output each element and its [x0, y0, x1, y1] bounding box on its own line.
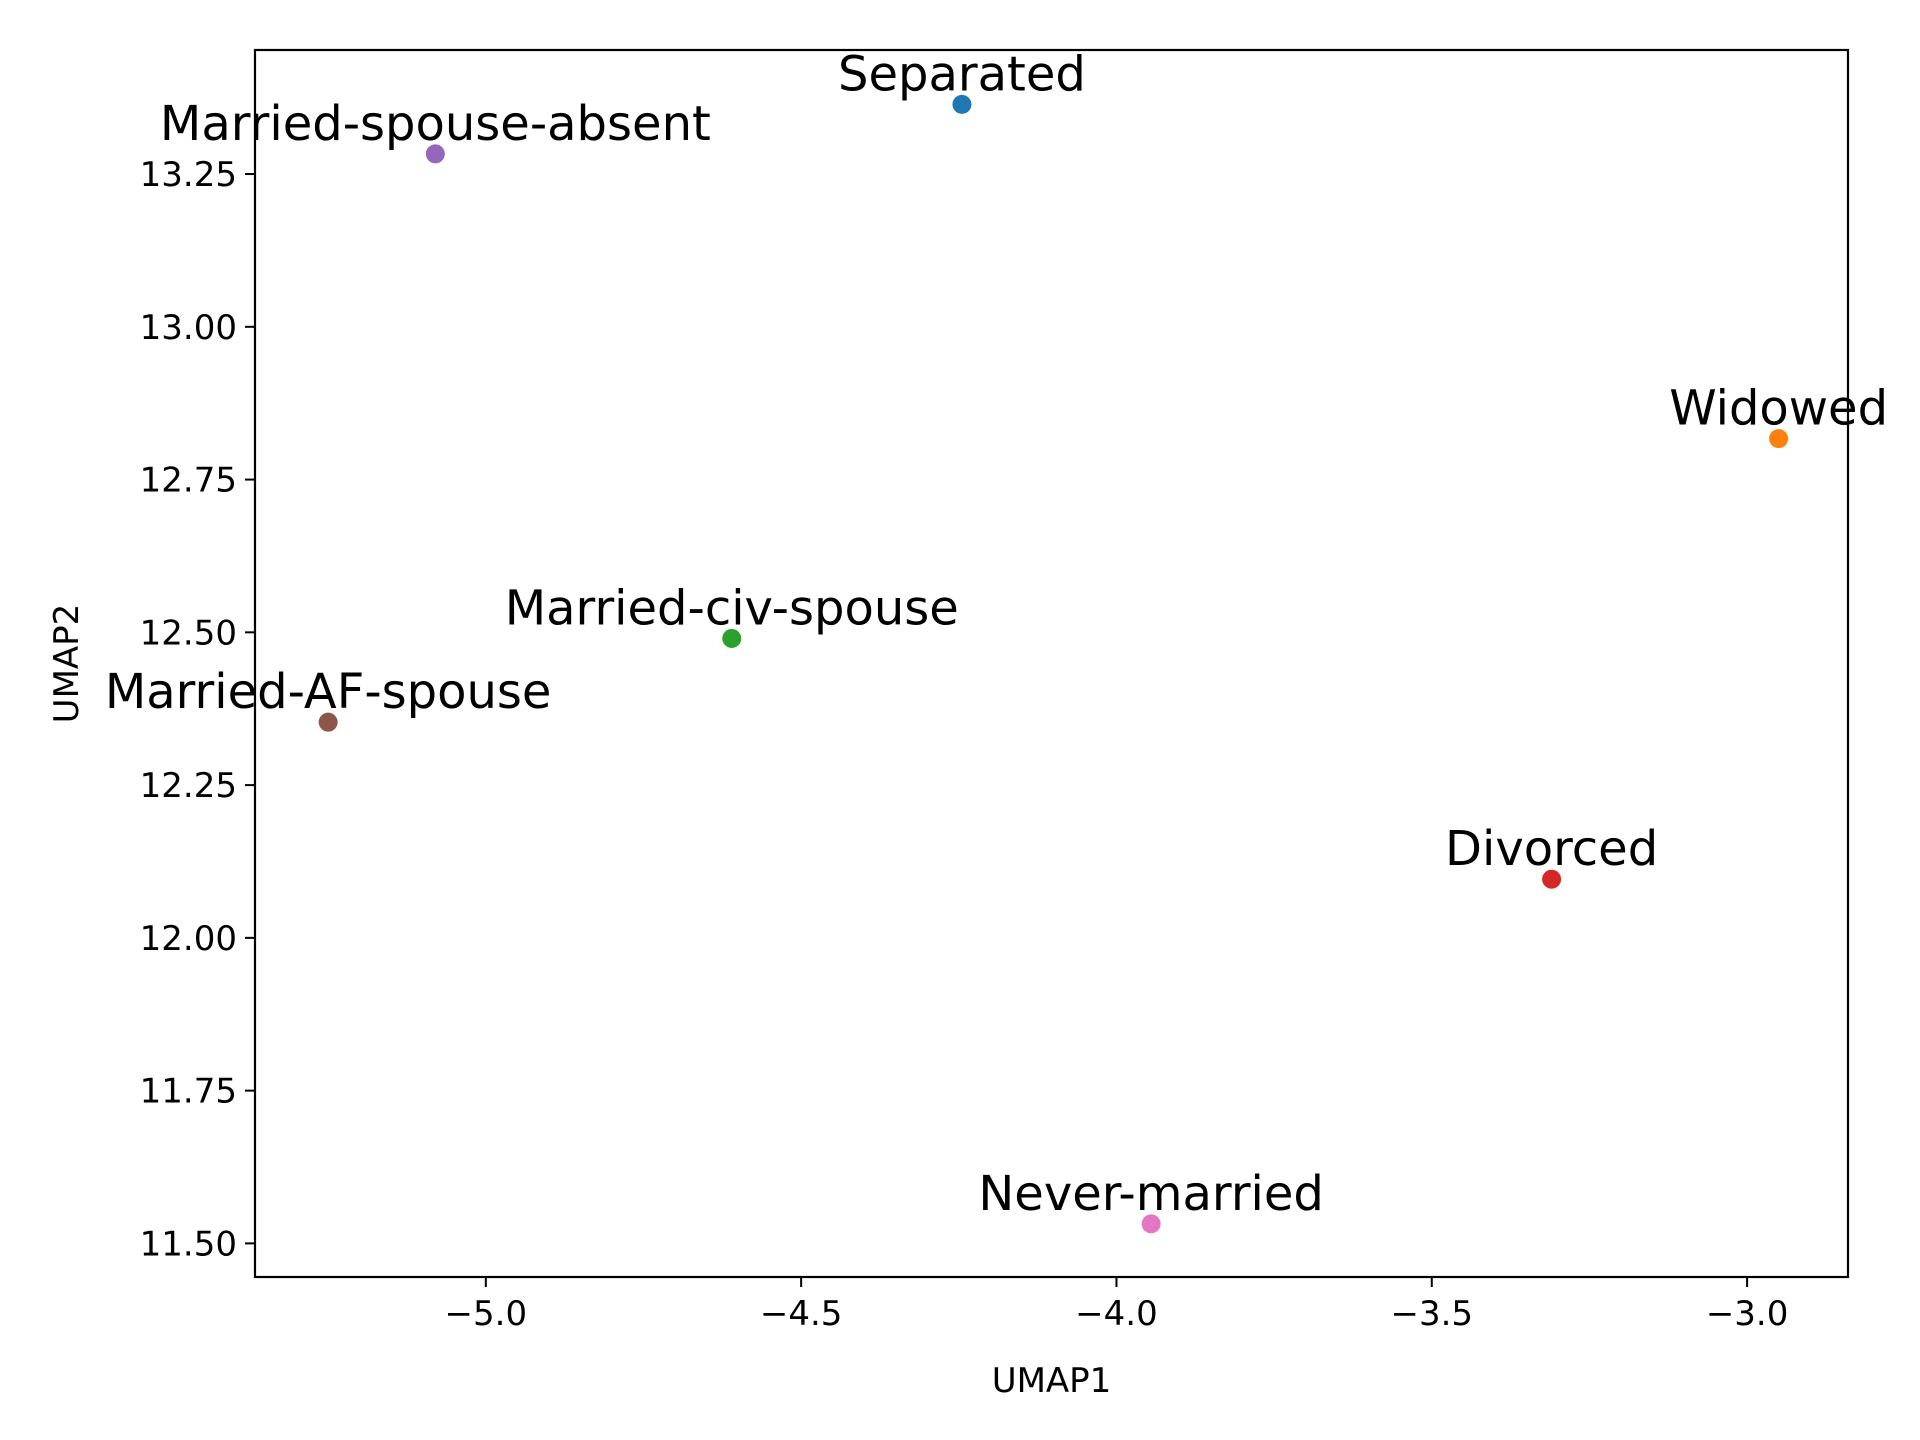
data-point-labels: Separated Widowed Married-civ-spouse Divorc… — [105, 46, 1888, 1221]
scatter-point-label: Married-AF-spouse — [105, 664, 552, 720]
scatter-point-label: Widowed — [1669, 381, 1888, 437]
y-tick-label: 12.00 — [140, 919, 237, 959]
x-tick-label: −5.0 — [445, 1294, 528, 1334]
x-tick-label: −3.5 — [1390, 1294, 1473, 1334]
x-tick-label: −4.5 — [760, 1294, 843, 1334]
scatter-point-label: Married-spouse-absent — [160, 96, 711, 152]
x-tick-label: −3.0 — [1706, 1294, 1789, 1334]
scatter-point — [425, 144, 445, 164]
scatter-point-label: Divorced — [1445, 821, 1658, 877]
y-tick-label: 13.00 — [140, 308, 237, 348]
scatter-point — [952, 94, 972, 114]
x-axis-label: UMAP1 — [992, 1361, 1112, 1401]
y-tick-label: 11.50 — [140, 1224, 237, 1264]
y-tick-label: 12.50 — [140, 613, 237, 653]
scatter-point — [1769, 429, 1789, 449]
plot-area-frame — [253, 48, 1850, 1279]
scatter-point — [1542, 869, 1562, 889]
scatter-point — [1141, 1214, 1161, 1234]
x-axis-ticks: −5.0 −4.5 −4.0 −3.5 −3.0 — [445, 1277, 1789, 1334]
scatter-point-label: Married-civ-spouse — [505, 580, 959, 636]
y-axis-label: UMAP2 — [47, 604, 87, 724]
y-tick-label: 11.75 — [140, 1072, 237, 1112]
scatter-point-label: Separated — [838, 46, 1086, 102]
data-points — [318, 94, 1789, 1234]
y-tick-label: 12.25 — [140, 766, 237, 806]
y-axis-ticks: 11.50 11.75 12.00 12.25 12.50 12.75 13.00 13.25 — [140, 155, 255, 1264]
y-tick-label: 13.25 — [140, 155, 237, 195]
x-tick-label: −4.0 — [1075, 1294, 1158, 1334]
scatter-point — [318, 712, 338, 732]
scatter-point-label: Never-married — [978, 1166, 1324, 1222]
scatter-point — [722, 628, 742, 648]
y-tick-label: 12.75 — [140, 461, 237, 501]
